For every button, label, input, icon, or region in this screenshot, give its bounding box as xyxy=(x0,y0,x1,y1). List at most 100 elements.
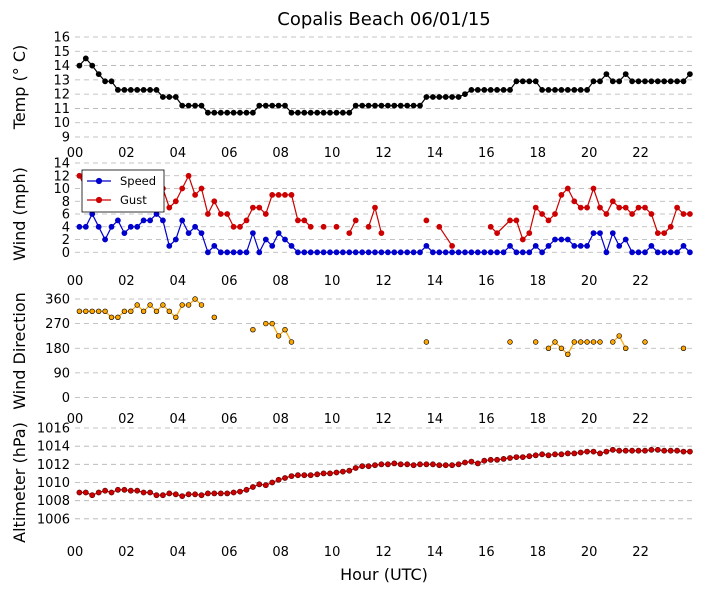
data-point xyxy=(442,249,449,256)
x-tick-label: 10 xyxy=(324,545,341,560)
y-tick-label: 16 xyxy=(53,31,70,46)
data-point xyxy=(327,470,333,477)
series-values xyxy=(76,446,693,499)
y-tick-label: 2 xyxy=(62,233,70,248)
x-tick-label: 12 xyxy=(375,545,392,560)
data-point xyxy=(172,198,179,205)
legend-swatch-marker xyxy=(95,177,103,185)
x-tick-label: 14 xyxy=(427,545,444,560)
data-point xyxy=(224,490,231,497)
data-point xyxy=(494,249,500,256)
data-point xyxy=(76,489,83,496)
data-point xyxy=(610,339,616,345)
data-point xyxy=(249,204,256,211)
y-tick-label: 12 xyxy=(53,169,70,184)
data-point xyxy=(378,249,385,256)
grid-lines xyxy=(75,427,692,520)
x-tick-label: 16 xyxy=(478,146,495,161)
data-point xyxy=(339,249,346,256)
data-point xyxy=(429,249,436,256)
data-point xyxy=(558,236,565,243)
y-tick-label: 14 xyxy=(53,157,70,172)
data-point xyxy=(378,461,385,468)
data-point xyxy=(584,339,590,345)
series-line xyxy=(79,449,690,497)
data-point xyxy=(622,204,629,211)
x-tick-label: 04 xyxy=(170,545,187,560)
data-point xyxy=(230,223,237,230)
data-point xyxy=(648,242,655,249)
series-line xyxy=(438,226,453,247)
data-point xyxy=(687,211,693,217)
data-point xyxy=(468,249,475,256)
x-tick-label: 22 xyxy=(632,412,649,427)
data-point xyxy=(134,87,141,93)
y-tick-label: 360 xyxy=(45,293,70,308)
data-point xyxy=(423,339,430,345)
data-point xyxy=(513,78,520,85)
data-point xyxy=(539,451,545,458)
x-tick-label: 02 xyxy=(118,412,135,427)
data-point xyxy=(462,459,468,466)
data-point xyxy=(140,308,147,314)
data-point xyxy=(166,308,173,314)
x-tick-label: 02 xyxy=(118,146,135,161)
data-point xyxy=(397,102,404,109)
data-point xyxy=(320,249,327,256)
data-point xyxy=(108,489,115,496)
data-point xyxy=(179,493,186,499)
data-point xyxy=(661,249,668,256)
data-point xyxy=(115,87,121,93)
data-point xyxy=(680,242,687,249)
data-point xyxy=(564,87,571,93)
data-point xyxy=(108,223,115,230)
data-point xyxy=(404,249,411,256)
data-point xyxy=(571,198,578,205)
data-point xyxy=(462,91,468,97)
data-point xyxy=(603,448,610,455)
data-point xyxy=(584,242,590,249)
data-point xyxy=(590,185,597,192)
data-point xyxy=(648,78,655,85)
data-point xyxy=(481,87,488,93)
y-tick-label: 1008 xyxy=(37,494,70,509)
data-point xyxy=(397,249,404,256)
data-point xyxy=(256,481,263,488)
data-point xyxy=(558,451,565,458)
data-point xyxy=(616,78,623,85)
data-point xyxy=(76,308,83,314)
data-point xyxy=(307,249,314,256)
data-point xyxy=(384,102,391,109)
data-point xyxy=(185,491,192,498)
data-point xyxy=(539,211,545,217)
data-point xyxy=(635,249,642,256)
y-tick-label: 15 xyxy=(53,45,70,60)
data-point xyxy=(166,490,173,497)
data-point xyxy=(532,339,539,345)
data-point xyxy=(571,450,578,457)
data-point xyxy=(616,447,623,454)
data-point xyxy=(249,109,256,116)
y-tick-label: 1012 xyxy=(37,458,70,473)
data-point xyxy=(500,249,507,256)
data-point xyxy=(417,102,423,109)
data-point xyxy=(622,236,629,243)
data-point xyxy=(449,242,455,249)
data-point xyxy=(102,78,108,85)
data-point xyxy=(249,484,256,490)
data-point xyxy=(661,230,668,236)
x-tick-label: 12 xyxy=(375,146,392,161)
y-tick-label: 9 xyxy=(62,131,70,146)
data-point xyxy=(609,446,616,453)
x-tick-label: 10 xyxy=(324,412,341,427)
y-axis-label: Temp (° C) xyxy=(10,45,29,130)
data-point xyxy=(667,249,674,256)
data-point xyxy=(346,467,353,474)
data-point xyxy=(487,249,494,256)
y-tick-label: 6 xyxy=(62,208,70,223)
data-point xyxy=(532,242,539,249)
x-tick-label: 00 xyxy=(67,412,84,427)
data-point xyxy=(282,475,288,481)
data-point xyxy=(507,339,513,345)
